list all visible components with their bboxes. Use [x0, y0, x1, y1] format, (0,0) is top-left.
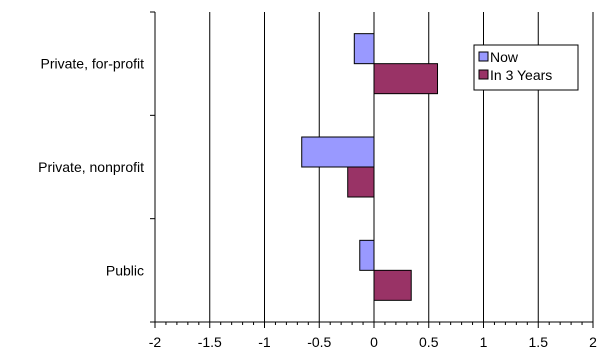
x-tick-label: -0.5 [307, 334, 331, 350]
bar-in-3-years [373, 63, 439, 95]
legend-swatch [478, 51, 489, 62]
bars [301, 33, 439, 301]
category-label: Private, nonprofit [38, 159, 144, 175]
x-tick-label: 1.5 [529, 334, 549, 350]
legend-swatch [478, 69, 489, 80]
legend-label: Now [490, 49, 519, 65]
axes [150, 11, 594, 328]
x-tick-label: 1 [480, 334, 488, 350]
legend-label: In 3 Years [490, 67, 552, 83]
x-tick-label: 0 [370, 334, 378, 350]
bar-in-3-years [347, 166, 375, 198]
category-label: Public [106, 262, 144, 278]
x-tick-label: 2 [589, 334, 597, 350]
x-tick-label: -1 [258, 334, 271, 350]
category-label: Private, for-profit [41, 56, 145, 72]
x-tick-label: 0.5 [419, 334, 439, 350]
legend: Now In 3 Years [473, 44, 579, 91]
x-tick-label: -2 [149, 334, 162, 350]
bar-now [359, 239, 375, 271]
legend-box [473, 44, 579, 91]
bar-now [353, 33, 375, 65]
bar-in-3-years [373, 269, 412, 301]
bar-now [301, 136, 375, 168]
category-labels: Private, for-profit Private, nonprofit Pub… [38, 56, 144, 279]
x-tick-labels: -2 -1.5 -1 -0.5 0 0.5 1 1.5 2 [149, 334, 597, 350]
x-tick-label: -1.5 [198, 334, 222, 350]
